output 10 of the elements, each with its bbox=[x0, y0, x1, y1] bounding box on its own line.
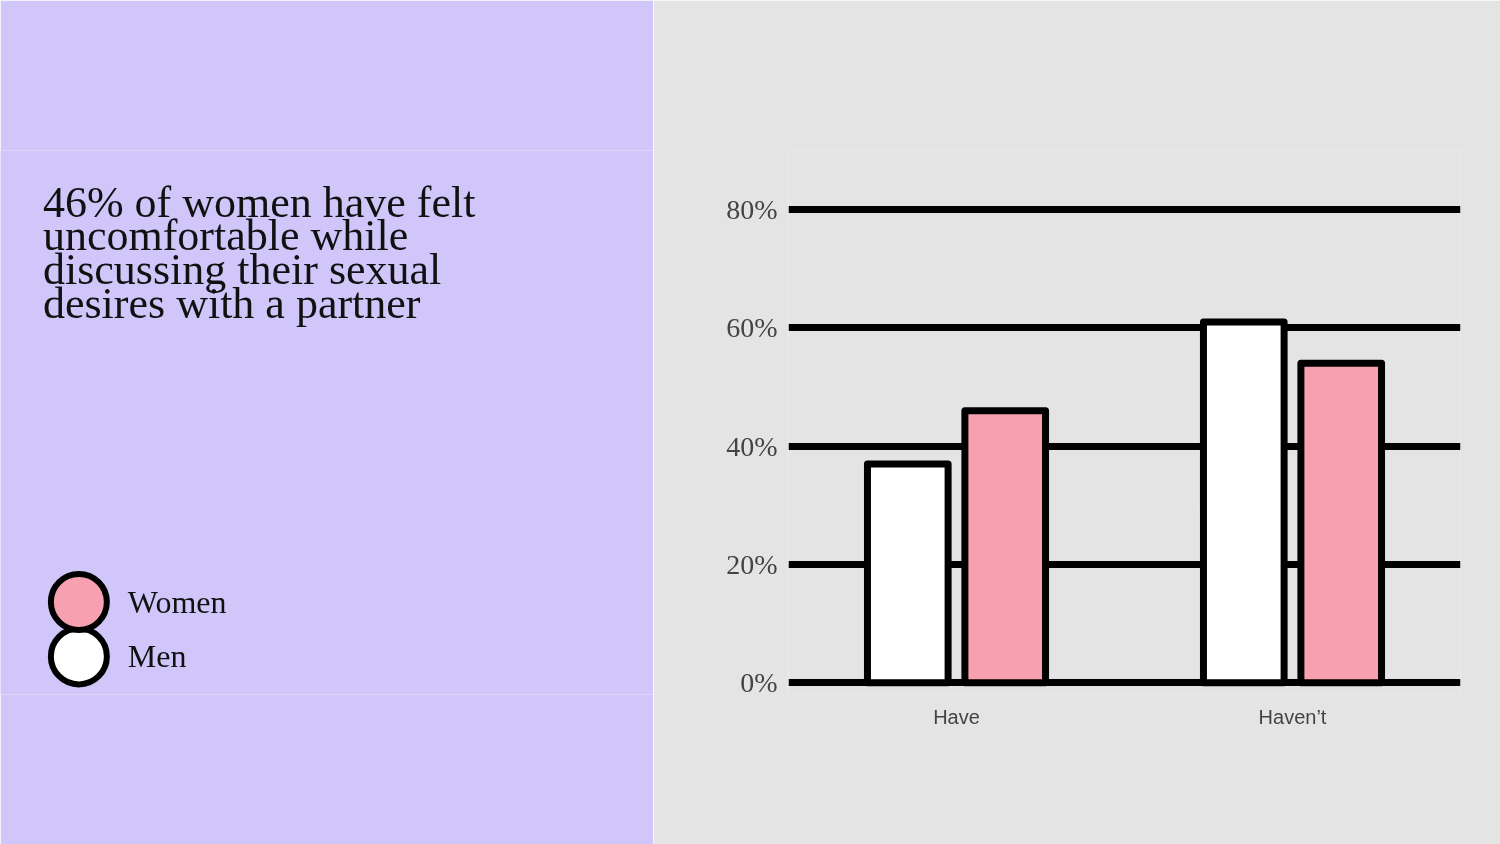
y-tick-label: 80% bbox=[726, 194, 778, 226]
y-tick-label: 40% bbox=[726, 430, 778, 462]
text: 46% of women have felt uncomfortable while discussing their sexual desires with a partner bbox=[42, 177, 476, 328]
y-tick-label: 20% bbox=[726, 548, 778, 580]
legend-label: Men bbox=[127, 638, 187, 675]
y-tick-label: 60% bbox=[726, 312, 778, 344]
x-tick-label: Haven’t bbox=[1258, 705, 1327, 728]
legend-label: Women bbox=[127, 584, 227, 621]
y-tick-label: 0% bbox=[740, 667, 778, 699]
x-tick-label: Have bbox=[933, 705, 980, 728]
